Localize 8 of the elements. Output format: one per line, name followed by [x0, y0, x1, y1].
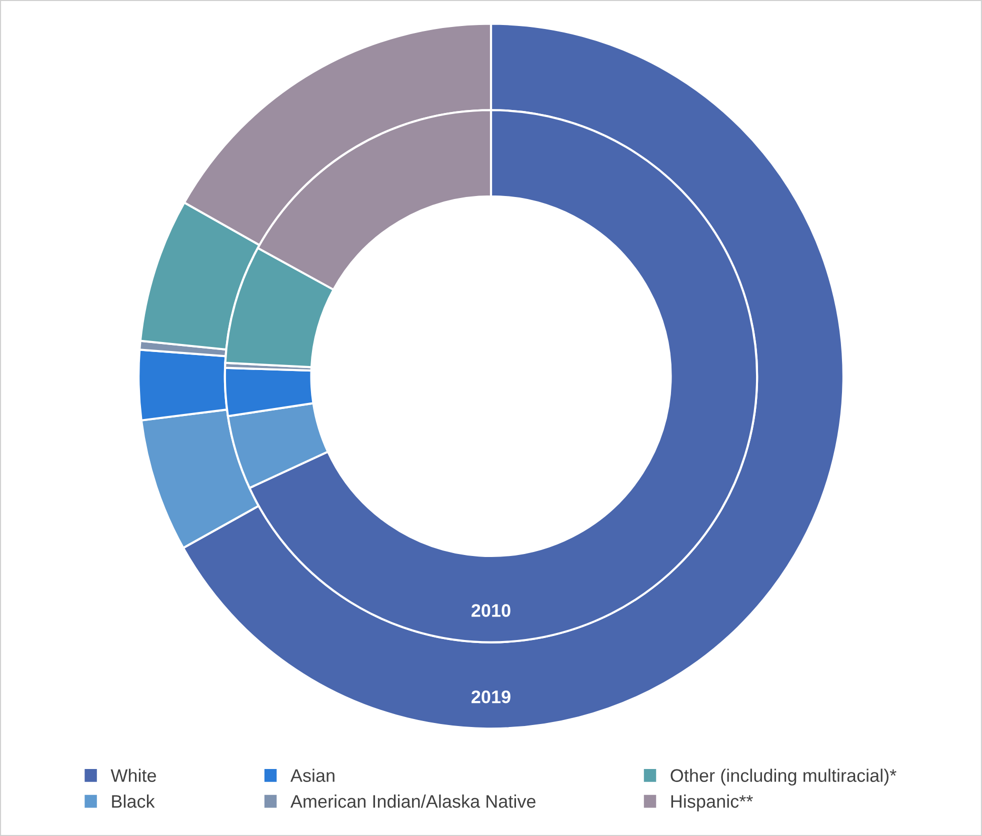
slice-label: 2019: [472, 690, 510, 704]
legend-label: Other (including multiracial)*: [670, 768, 896, 786]
slice-label: 2010: [472, 604, 510, 617]
legend-label: American Indian/Alaska Native: [290, 794, 536, 808]
legend-label: White: [110, 768, 156, 782]
legend-label: Asian: [290, 768, 334, 782]
legend-label: Hispanic**: [671, 794, 753, 812]
legend-label: Black: [112, 794, 155, 808]
